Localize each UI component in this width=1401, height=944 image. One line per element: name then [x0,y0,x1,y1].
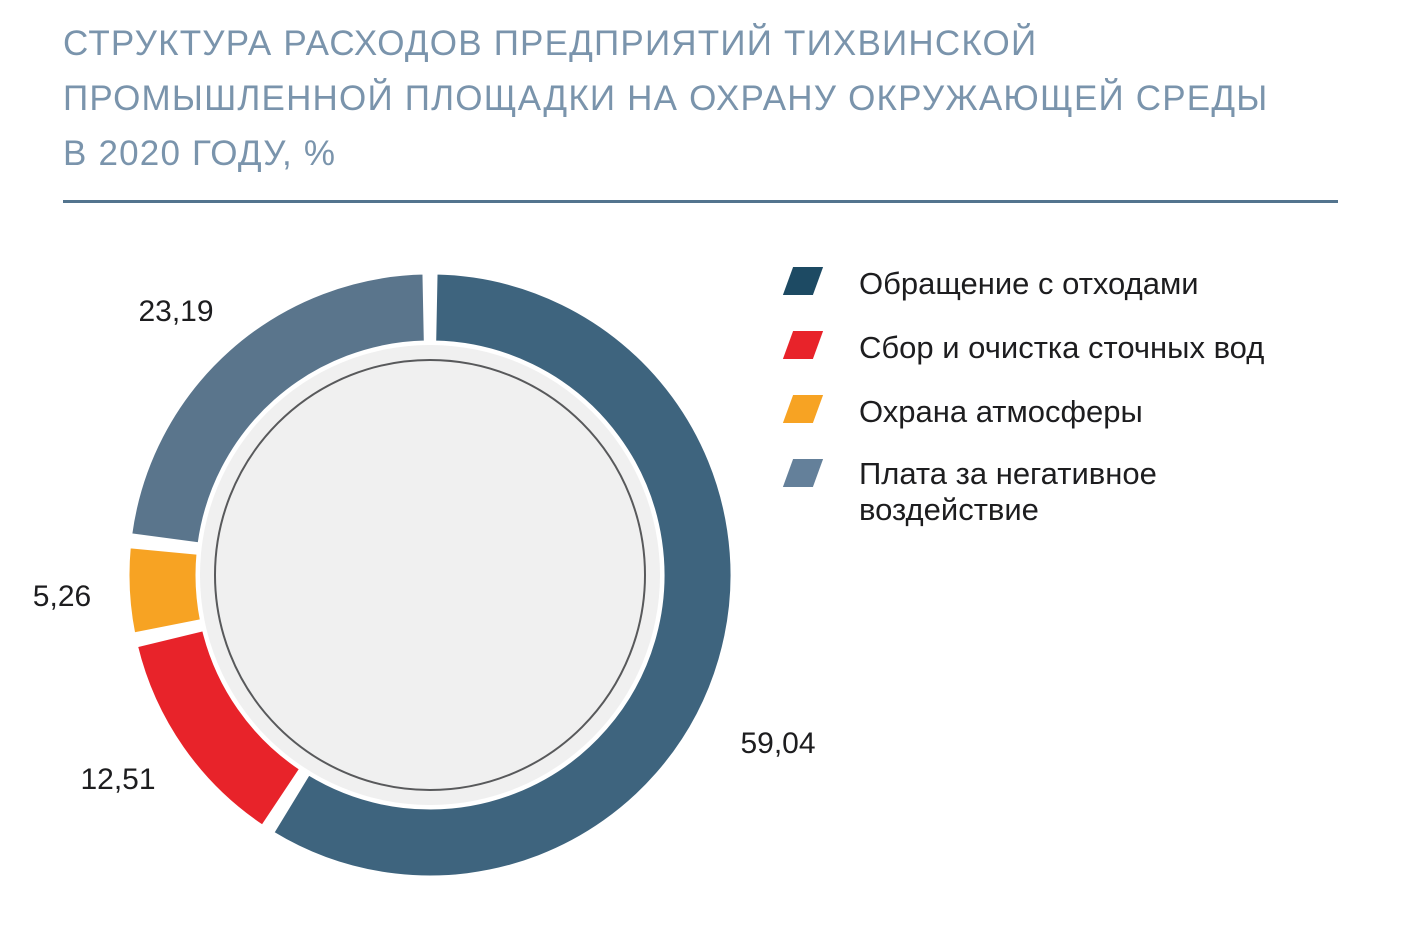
page-title-line-2: ПРОМЫШЛЕННОЙ ПЛОЩАДКИ НА ОХРАНУ ОКРУЖАЮЩ… [63,79,1269,118]
legend-item-1: Обращение с отходами [782,264,1343,303]
donut-slice-1 [270,271,734,879]
slice-value-label-1: 59,04 [740,727,815,760]
slice-value-label-3: 5,26 [33,580,91,613]
donut-slice-4 [129,271,427,546]
title-underline-divider [63,200,1338,203]
legend-item-4: Плата за негативное воздействие [782,456,1343,528]
page-title-line-1: СТРУКТУРА РАСХОДОВ ПРЕДПРИЯТИЙ ТИХВИНСКО… [63,24,1038,63]
legend-label-4: Плата за негативное воздействие [859,456,1157,527]
page-title: СТРУКТУРА РАСХОДОВ ПРЕДПРИЯТИЙ ТИХВИНСКО… [63,16,1363,181]
legend-item-2: Сбор и очистка сточных вод [782,328,1343,367]
legend-parallelogram-swatch-4 [782,459,824,487]
page-title-line-3: В 2020 ГОДУ, % [63,134,337,173]
legend-parallelogram-swatch-3 [782,395,824,423]
donut-slice-2 [134,627,303,829]
donut-slice-3 [126,545,204,636]
donut-inner-disc [200,345,660,805]
chart-legend: Обращение с отходами Сбор и очистка сточн… [782,264,1343,528]
legend-label-3: Охрана атмосферы [859,394,1143,429]
legend-label-1: Обращение с отходами [859,266,1199,301]
slice-value-label-4: 23,19 [138,295,213,328]
slice-value-label-2: 12,51 [80,763,155,796]
donut-inner-circle-outline [214,359,646,791]
legend-parallelogram-swatch-1 [782,267,824,295]
legend-item-3: Охрана атмосферы [782,392,1343,431]
legend-label-2: Сбор и очистка сточных вод [859,330,1265,365]
legend-parallelogram-swatch-2 [782,331,824,359]
